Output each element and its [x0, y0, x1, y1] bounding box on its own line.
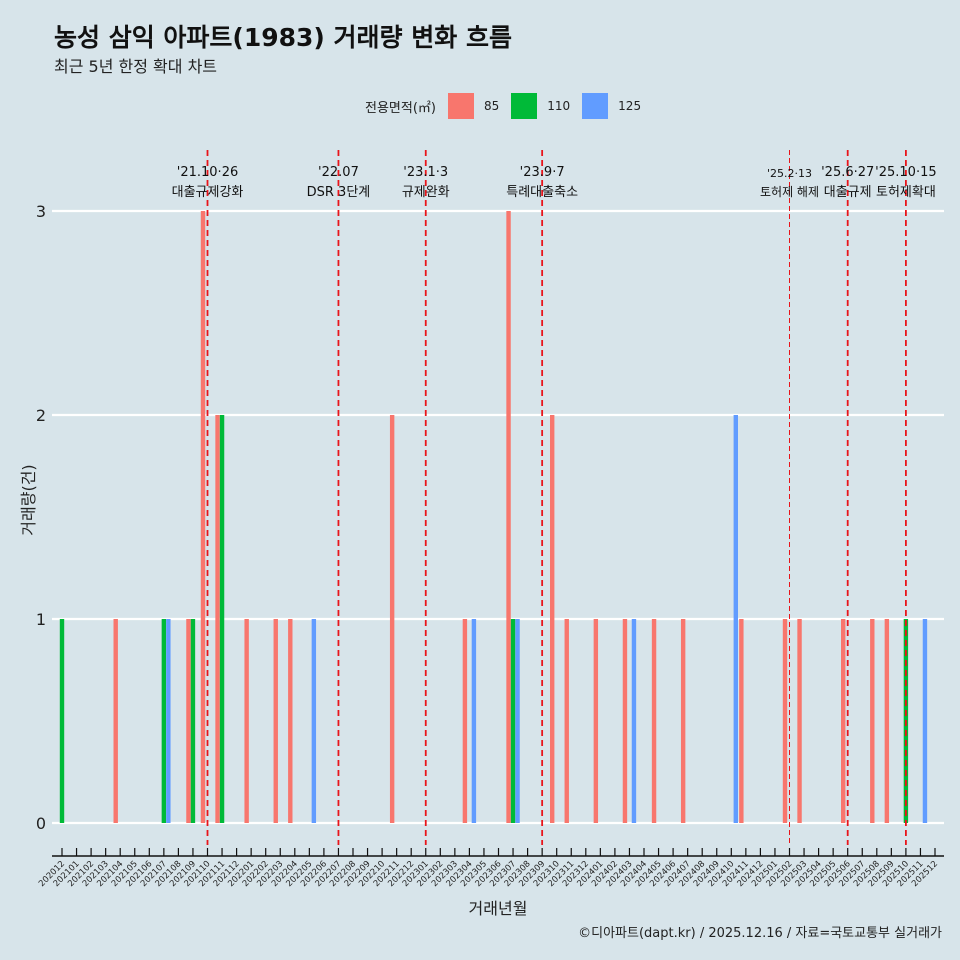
legend-title: 전용면적(㎡) — [365, 100, 436, 116]
bar-85-202204 — [288, 619, 293, 823]
event-label-202207: DSR 3단계 — [307, 185, 371, 200]
bar-85-202502 — [782, 619, 788, 823]
bar-125-202307 — [515, 619, 520, 823]
bar-125-202403 — [631, 619, 637, 823]
legend: 전용면적(㎡) 85 110 125 — [365, 93, 641, 119]
event-label-202309: 특례대출축소 — [506, 185, 578, 200]
bar-85-202109 — [186, 619, 191, 823]
bar-85-202411 — [739, 619, 744, 823]
event-date-202506: '25.6·27 — [821, 165, 874, 180]
bar-110-202109 — [190, 619, 196, 823]
y-tick-label: 1 — [36, 610, 46, 629]
event-date-202301: '23.1·3 — [403, 165, 448, 180]
bar-85-202407 — [680, 619, 686, 823]
bar-85-202110 — [200, 211, 206, 823]
bar-85-202506 — [841, 619, 846, 823]
legend-label-85: 85 — [483, 99, 500, 113]
event-label-202110: 대출규제강화 — [172, 185, 244, 200]
bar-85-202401 — [593, 619, 599, 823]
legend-swatch-125 — [582, 93, 609, 119]
event-label-202506: 대출규제 — [824, 185, 872, 200]
bar-85-202203 — [273, 619, 278, 823]
legend-swatch-85 — [447, 93, 474, 119]
legend-label-125: 125 — [618, 99, 642, 113]
event-date-202110: '21.10·26 — [177, 165, 238, 180]
event-label-202510: 토허제확대 — [876, 185, 936, 200]
y-tick-label: 0 — [36, 814, 46, 833]
bar-85-202201 — [244, 619, 249, 823]
event-date-202207: '22.07 — [318, 165, 359, 180]
bar-110-202307 — [510, 619, 516, 823]
bar-85-202311 — [564, 619, 569, 823]
bar-85-202405 — [651, 619, 657, 823]
event-label-202502: 토허제 해제 — [760, 185, 819, 199]
bar-125-202511 — [922, 619, 928, 823]
chart-subtitle: 최근 5년 한정 확대 차트 — [54, 57, 218, 76]
bar-85-202111 — [215, 415, 220, 823]
bar-125-202205 — [311, 619, 317, 823]
bar-110-202012 — [59, 619, 65, 823]
event-date-202502: '25.2·13 — [767, 167, 812, 180]
legend-swatch-110 — [511, 93, 538, 119]
bar-125-202304 — [471, 619, 477, 823]
y-tick-label: 3 — [36, 202, 46, 221]
bar-85-202503 — [797, 619, 802, 823]
bar-85-202508 — [870, 619, 875, 823]
bar-85-202104 — [113, 619, 118, 823]
y-tick-label: 2 — [36, 406, 46, 425]
bar-85-202310 — [550, 415, 555, 823]
bar-85-202509 — [884, 619, 890, 823]
legend-label-110: 110 — [547, 99, 571, 113]
bar-110-202111 — [219, 415, 225, 823]
bar-125-202410 — [733, 415, 738, 823]
bar-110-202107 — [161, 619, 167, 823]
bar-125-202107 — [166, 619, 171, 823]
bar-85-202307 — [506, 211, 511, 823]
bar-85-202403 — [622, 619, 628, 823]
chart-title: 농성 삼익 아파트(1983) 거래량 변화 흐름 — [54, 23, 512, 52]
event-date-202309: '23.9·7 — [520, 165, 565, 180]
event-date-202510: '25.10·15 — [875, 165, 936, 180]
x-axis-title: 거래년월 — [469, 899, 528, 918]
y-axis-title: 거래량(건) — [19, 464, 38, 535]
event-label-202301: 규제완화 — [402, 185, 450, 200]
bar-85-202304 — [462, 619, 468, 823]
bar-85-202211 — [389, 415, 395, 823]
source-caption: ©디아파트(dapt.kr) / 2025.12.16 / 자료=국토교통부 실… — [578, 926, 942, 941]
